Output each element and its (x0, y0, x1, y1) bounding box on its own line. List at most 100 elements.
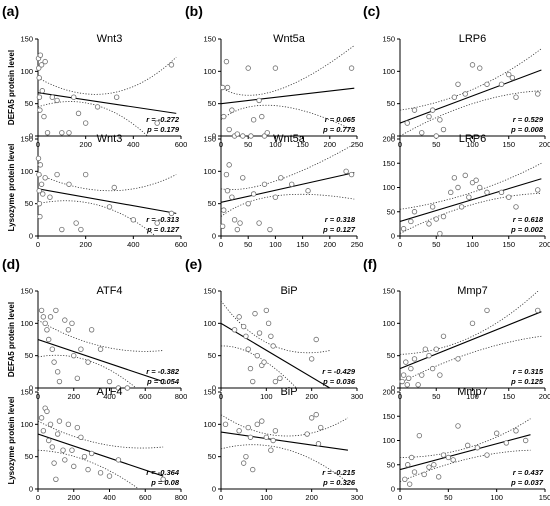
data-point (78, 226, 84, 233)
data-point (464, 442, 471, 449)
stat-p-eq: = (328, 125, 337, 134)
y-tick-label: 150 (382, 412, 395, 421)
data-point (429, 365, 436, 372)
data-point (39, 88, 45, 94)
chart-title: ATF4 (96, 386, 122, 398)
x-tick-label: 200 (67, 392, 80, 401)
data-point (426, 352, 432, 359)
data-point (263, 434, 270, 440)
data-point (411, 107, 418, 113)
x-tick-label: 400 (103, 493, 116, 502)
x-tick-label: 0 (219, 240, 223, 249)
y-tick-label: 50 (208, 199, 216, 208)
data-point (223, 171, 230, 178)
panel-label: (f) (363, 256, 377, 272)
x-tick-label: 100 (260, 392, 273, 401)
curve-group (400, 48, 542, 136)
chart-title: Wnt5a (273, 33, 306, 45)
data-point (37, 213, 43, 220)
x-tick-label: 200 (324, 240, 337, 249)
data-point (51, 359, 57, 365)
y-tick-label: 0 (29, 132, 33, 141)
data-point (513, 94, 519, 100)
stat-r: r = 0.437 (513, 468, 544, 477)
x-tick-label: 100 (466, 140, 479, 149)
data-point (54, 171, 60, 178)
data-point (240, 133, 246, 139)
data-point (65, 421, 72, 428)
data-point (53, 307, 59, 314)
data-point (469, 179, 476, 186)
data-point (40, 191, 46, 197)
data-point (408, 454, 415, 461)
data-point (59, 226, 65, 233)
data-point (78, 434, 84, 440)
data-point (94, 104, 101, 110)
data-point (315, 441, 322, 447)
stat-r-value: -0.215 (334, 468, 356, 477)
data-point (245, 65, 251, 71)
stat-r-value: 0.437 (524, 468, 544, 477)
data-point (254, 352, 260, 359)
regression-line (38, 188, 177, 214)
x-tick-label: 50 (444, 493, 452, 502)
data-point (71, 94, 77, 100)
y-tick-label: 100 (382, 67, 395, 76)
data-point (38, 181, 45, 187)
data-point (247, 434, 254, 440)
data-point (250, 117, 257, 123)
data-point (75, 110, 82, 117)
stat-r-symbol: r (146, 367, 150, 376)
regression-line (221, 87, 355, 105)
y-tick-label: 100 (20, 167, 33, 176)
data-point (160, 378, 166, 385)
x-tick-label: 200 (67, 493, 80, 502)
ci-lower-curve (38, 101, 149, 136)
regression-line (38, 433, 164, 477)
data-point (503, 440, 510, 446)
data-point (419, 130, 425, 136)
stat-p-eq: = (328, 225, 337, 234)
data-point (226, 162, 232, 168)
stat-p: p = 0.002 (510, 225, 544, 234)
y-tick-label: 150 (203, 35, 216, 44)
stat-r-symbol: r (325, 215, 329, 224)
x-tick-label: 200 (539, 240, 550, 249)
data-point (304, 431, 310, 437)
stat-p: p = 0.08 (150, 478, 180, 487)
data-point (154, 220, 160, 226)
x-tick-label: 100 (466, 240, 479, 249)
data-point (473, 177, 479, 183)
data-point (66, 130, 72, 136)
data-point (289, 181, 295, 187)
ci-upper-curve (400, 162, 542, 210)
x-tick-label: 100 (269, 140, 282, 149)
panel-label: (a) (2, 3, 19, 19)
stat-r: r = -0.215 (322, 468, 356, 477)
data-point (426, 221, 432, 227)
y-tick-label: 50 (387, 99, 395, 108)
x-tick-label: 600 (139, 392, 152, 401)
data-point (433, 346, 439, 352)
data-point (236, 314, 242, 320)
data-point (44, 327, 50, 333)
ci-upper-curve (400, 291, 539, 355)
data-point (422, 346, 429, 352)
data-point (224, 188, 231, 194)
stat-p-value: 0.125 (524, 377, 544, 386)
data-point (308, 356, 315, 362)
data-point (62, 317, 68, 323)
data-point (411, 469, 418, 475)
y-tick-label: 50 (25, 99, 33, 108)
x-tick-label: 200 (305, 493, 318, 502)
chart-title: BiP (280, 285, 297, 297)
stat-r-symbol: r (146, 215, 150, 224)
y-tick-label: 50 (208, 99, 216, 108)
stat-r-symbol: r (325, 115, 329, 124)
x-tick-label: 50 (432, 140, 440, 149)
data-point (440, 126, 447, 133)
